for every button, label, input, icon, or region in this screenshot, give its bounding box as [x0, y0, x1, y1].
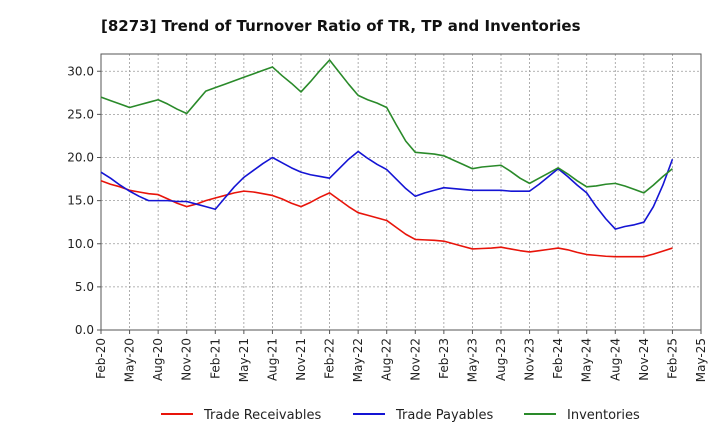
x-tick-label: Nov-22	[408, 338, 422, 381]
x-tick-label: Feb-25	[665, 338, 679, 379]
series-line-inventories	[100, 59, 673, 194]
x-tick-label: Aug-23	[494, 338, 508, 381]
x-tick-label: Aug-24	[608, 338, 622, 381]
series-line-trade-payables	[100, 150, 674, 230]
y-tick-label: 15.0	[67, 194, 94, 208]
x-tick-label: May-22	[351, 338, 365, 382]
legend-label: Trade Receivables	[203, 408, 321, 423]
x-tick-label: Nov-20	[180, 338, 194, 381]
plot-area-frame	[100, 53, 702, 331]
x-tick-label: Feb-21	[208, 338, 222, 379]
x-tick-label: May-20	[123, 338, 137, 382]
x-tick-label: Aug-20	[151, 338, 165, 381]
legend-label: Inventories	[567, 408, 640, 423]
y-axis-ticks: 0.0 5.0 10.0 15.0 20.0 25.0 30.0	[67, 64, 101, 337]
y-tick-label: 20.0	[67, 151, 94, 165]
y-tick-label: 5.0	[75, 280, 94, 294]
x-tick-label: Feb-22	[323, 338, 337, 379]
legend-label: Trade Payables	[395, 408, 493, 423]
x-tick-label: Aug-21	[265, 338, 279, 381]
x-tick-label: Nov-23	[523, 338, 537, 381]
x-tick-label: May-24	[580, 338, 594, 382]
chart-title: [8273] Trend of Turnover Ratio of TR, TP…	[101, 17, 581, 35]
y-tick-label: 10.0	[67, 237, 94, 251]
series-lines	[100, 59, 674, 258]
x-tick-label: May-23	[465, 338, 479, 382]
x-axis-ticks: Feb-20 May-20 Aug-20 Nov-20 Feb-21 May-21 Aug-…	[94, 330, 708, 382]
x-tick-label: Feb-20	[94, 338, 108, 379]
x-tick-label: Nov-24	[637, 338, 651, 381]
x-tick-label: Feb-23	[437, 338, 451, 379]
grid-lines	[100, 54, 702, 331]
y-tick-label: 0.0	[75, 323, 94, 337]
y-tick-label: 25.0	[67, 107, 94, 121]
x-tick-label: Nov-21	[294, 338, 308, 381]
x-tick-label: Feb-24	[551, 338, 565, 379]
x-tick-label: May-25	[694, 338, 708, 382]
x-tick-label: May-21	[237, 338, 251, 382]
x-tick-label: Aug-22	[380, 338, 394, 381]
legend: Trade Receivables Trade Payables Inventori…	[161, 408, 640, 423]
y-tick-label: 30.0	[67, 64, 94, 78]
